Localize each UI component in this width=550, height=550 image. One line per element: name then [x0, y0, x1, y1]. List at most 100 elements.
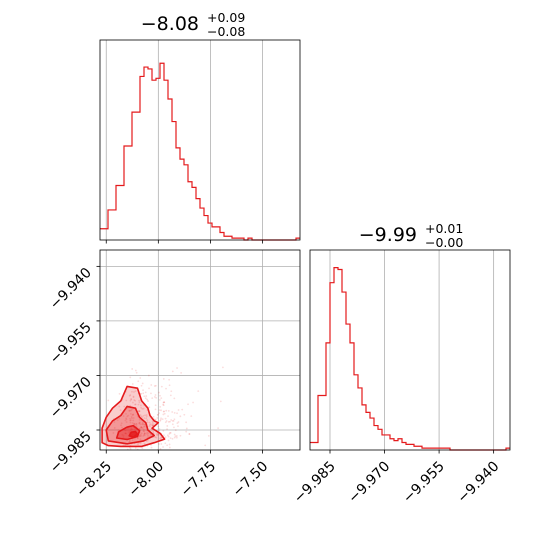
- sample-point: [192, 401, 194, 404]
- sample-point: [151, 397, 154, 400]
- sample-point: [132, 419, 135, 422]
- sample-point: [144, 397, 147, 400]
- sample-point: [118, 405, 121, 408]
- sample-point: [140, 426, 143, 429]
- sample-point: [194, 456, 196, 458]
- sample-point: [149, 425, 151, 428]
- sample-point: [162, 446, 164, 448]
- sample-point: [129, 409, 132, 412]
- sample-point: [153, 396, 156, 398]
- sample-point: [130, 398, 133, 400]
- sample-point: [183, 413, 186, 416]
- sample-point: [143, 417, 146, 420]
- sample-point: [143, 395, 146, 398]
- sample-point: [164, 442, 167, 445]
- sample-point: [146, 431, 149, 434]
- sample-point: [128, 430, 131, 433]
- sample-point: [137, 403, 140, 406]
- sample-point: [121, 433, 124, 436]
- sample-point: [139, 421, 141, 424]
- sample-point: [155, 433, 158, 436]
- sample-point: [141, 382, 144, 385]
- sample-point: [159, 418, 162, 421]
- sample-point: [142, 435, 145, 437]
- sample-point: [144, 425, 146, 428]
- sample-point: [129, 394, 132, 396]
- sample-point: [139, 433, 142, 436]
- sample-point: [162, 403, 165, 406]
- hist1-frame: [99, 39, 301, 241]
- sample-point: [134, 390, 137, 393]
- contour-core: [128, 430, 139, 438]
- sample-point: [146, 439, 149, 442]
- sample-point: [140, 404, 142, 407]
- sample-point: [118, 392, 121, 395]
- sample-point: [159, 419, 162, 422]
- sample-point: [185, 430, 188, 433]
- sample-point: [160, 436, 163, 439]
- sample-point: [129, 404, 131, 407]
- sample-point: [160, 436, 163, 439]
- sample-point: [135, 371, 138, 374]
- sample-point: [139, 435, 142, 438]
- sample-point: [179, 415, 182, 418]
- sample-point: [144, 391, 147, 394]
- sample-point: [141, 447, 144, 450]
- sample-point: [159, 448, 162, 450]
- sample-point: [173, 462, 175, 464]
- sample-point: [166, 428, 168, 431]
- sample-point: [131, 428, 133, 431]
- sample-point: [173, 411, 176, 414]
- sample-point: [190, 415, 193, 418]
- sample-point: [158, 443, 160, 445]
- sample-point: [139, 438, 142, 441]
- sample-point: [143, 430, 146, 433]
- sample-point: [123, 405, 126, 408]
- param1-title-minus: −0.08: [207, 24, 245, 39]
- sample-point: [138, 410, 141, 412]
- sample-point: [140, 406, 142, 409]
- sample-point: [129, 417, 131, 420]
- sample-point: [160, 385, 163, 388]
- sample-point: [132, 395, 135, 398]
- sample-point: [134, 403, 137, 406]
- sample-point: [143, 433, 145, 436]
- sample-point: [150, 428, 153, 431]
- sample-point: [131, 417, 133, 420]
- sample-point: [167, 420, 170, 423]
- sample-point: [125, 421, 128, 423]
- sample-point: [181, 408, 184, 411]
- ytick-label-param2: −9.955: [47, 319, 95, 367]
- sample-point: [146, 450, 148, 452]
- sample-point: [154, 436, 157, 438]
- sample-point: [158, 428, 161, 430]
- sample-point: [137, 443, 140, 446]
- sample-point: [143, 432, 146, 435]
- sample-point: [173, 433, 176, 436]
- sample-point: [143, 432, 146, 435]
- sample-point: [150, 433, 152, 436]
- sample-point: [132, 417, 135, 419]
- sample-point: [129, 421, 132, 424]
- sample-point: [129, 429, 132, 432]
- sample-point: [167, 415, 169, 418]
- xtick-label-param1: −7.75: [178, 459, 220, 501]
- sample-point: [140, 432, 143, 435]
- sample-point: [113, 427, 116, 429]
- sample-point: [129, 376, 132, 379]
- sample-point: [169, 431, 171, 434]
- sample-point: [125, 417, 127, 420]
- sample-point: [157, 425, 160, 428]
- sample-point: [138, 399, 140, 402]
- sample-point: [166, 425, 169, 427]
- sample-point: [171, 411, 174, 413]
- sample-point: [154, 384, 157, 387]
- sample-point: [168, 384, 171, 387]
- sample-point: [134, 447, 137, 449]
- sample-point: [142, 414, 145, 417]
- sample-point: [175, 435, 178, 437]
- hist2-step-line: [310, 267, 510, 451]
- sample-point: [130, 398, 133, 401]
- sample-point: [130, 427, 133, 429]
- sample-point: [158, 391, 160, 394]
